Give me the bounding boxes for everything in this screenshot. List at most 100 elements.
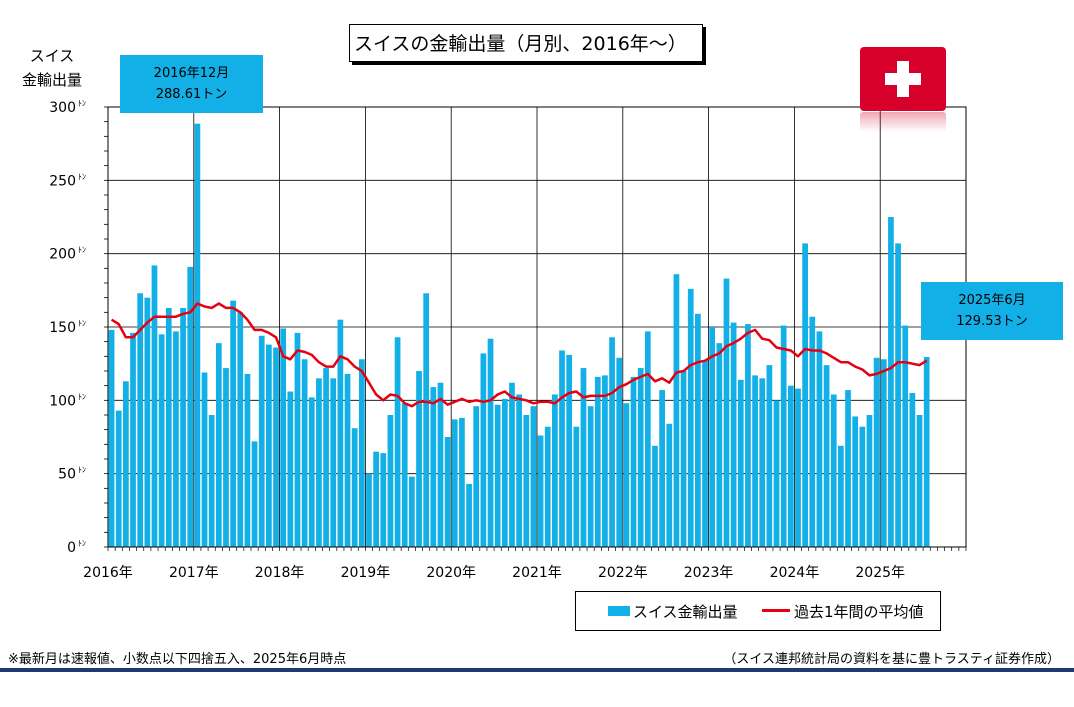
y-tick-unit: ﾄﾝ bbox=[78, 466, 86, 475]
bar bbox=[316, 378, 322, 547]
chart-title: スイスの金輸出量（月別、2016年～） bbox=[349, 24, 703, 62]
bar bbox=[444, 437, 451, 547]
bar bbox=[616, 357, 623, 547]
bar bbox=[308, 397, 315, 547]
bar bbox=[630, 376, 637, 547]
bar bbox=[323, 368, 329, 547]
bar bbox=[859, 426, 866, 547]
bar bbox=[809, 316, 816, 547]
bar bbox=[480, 353, 487, 547]
bar bbox=[244, 373, 251, 547]
bar bbox=[201, 372, 208, 547]
bar bbox=[344, 373, 351, 547]
bar bbox=[580, 368, 587, 547]
bar bbox=[523, 415, 530, 547]
bar bbox=[880, 359, 887, 547]
footnote: ※最新月は速報値、小数点以下四捨五入、2025年6月時点 bbox=[8, 652, 347, 667]
legend-bar-swatch bbox=[608, 606, 630, 616]
bar bbox=[680, 371, 687, 547]
y-tick-label: 100 bbox=[49, 393, 76, 409]
bar bbox=[366, 473, 372, 547]
bar bbox=[537, 435, 544, 547]
x-tick-label: 2019年 bbox=[341, 565, 391, 581]
latest-callout-date: 2025年6月 bbox=[958, 293, 1026, 308]
bar bbox=[473, 406, 480, 547]
swiss-flag-icon bbox=[860, 47, 946, 111]
bar bbox=[423, 293, 430, 547]
source-note: （スイス連邦統計局の資料を基に豊トラスティ証券作成） bbox=[723, 652, 1060, 667]
bar bbox=[737, 379, 744, 547]
bar bbox=[287, 391, 294, 547]
bar bbox=[351, 428, 358, 547]
bar bbox=[573, 426, 580, 547]
bar bbox=[380, 453, 387, 547]
y-tick-label: 300 bbox=[49, 100, 76, 116]
bar bbox=[716, 343, 723, 547]
bar bbox=[687, 288, 694, 547]
bar bbox=[723, 278, 730, 547]
bar bbox=[666, 423, 673, 547]
bar bbox=[780, 325, 787, 547]
legend-line-swatch bbox=[762, 609, 790, 612]
bar bbox=[909, 393, 916, 547]
bar bbox=[830, 394, 837, 547]
x-tick-label: 2025年 bbox=[855, 565, 905, 581]
x-tick-label: 2016年 bbox=[83, 565, 133, 581]
bar bbox=[602, 375, 608, 547]
bar bbox=[337, 319, 344, 547]
bar bbox=[187, 266, 194, 547]
bar bbox=[902, 325, 909, 547]
bar bbox=[130, 332, 136, 547]
y-tick-unit: ﾄﾝ bbox=[78, 319, 86, 328]
bar bbox=[416, 371, 422, 547]
bar bbox=[888, 217, 894, 547]
bar bbox=[702, 360, 708, 547]
bar bbox=[301, 359, 308, 547]
y-axis-label-line2: 金輸出量 bbox=[21, 71, 82, 89]
y-axis-label: スイス 金輸出量 bbox=[12, 44, 92, 92]
x-tick-label: 2018年 bbox=[255, 565, 305, 581]
bar bbox=[895, 243, 901, 547]
y-tick-unit: ﾄﾝ bbox=[78, 539, 86, 548]
bar bbox=[709, 327, 716, 547]
bar bbox=[173, 331, 179, 547]
bar bbox=[652, 445, 658, 547]
bar bbox=[401, 403, 408, 547]
bar bbox=[165, 307, 172, 547]
bar bbox=[552, 394, 558, 547]
bar bbox=[494, 404, 501, 547]
bar bbox=[273, 347, 279, 547]
bar bbox=[459, 417, 465, 547]
peak-callout-date: 2016年12月 bbox=[153, 66, 230, 81]
x-tick-label: 2021年 bbox=[512, 565, 562, 581]
bar bbox=[437, 382, 444, 547]
bar bbox=[280, 328, 287, 547]
bar bbox=[237, 312, 244, 547]
bar bbox=[823, 365, 830, 547]
bar bbox=[773, 400, 780, 547]
average-line bbox=[110, 302, 928, 408]
bar bbox=[487, 338, 494, 547]
bar bbox=[695, 313, 701, 547]
bar bbox=[208, 415, 215, 547]
bar bbox=[752, 375, 758, 547]
bar bbox=[394, 337, 401, 547]
bar bbox=[158, 334, 165, 547]
bar bbox=[194, 123, 201, 548]
bar bbox=[466, 483, 472, 547]
legend-bar-label: スイス金輸出量 bbox=[633, 603, 738, 621]
bar bbox=[509, 382, 515, 547]
bar bbox=[215, 343, 222, 547]
bar bbox=[566, 354, 573, 547]
y-tick-unit: ﾄﾝ bbox=[78, 172, 86, 181]
bar bbox=[637, 368, 644, 547]
y-tick-label: 150 bbox=[49, 320, 76, 336]
bar bbox=[530, 406, 537, 547]
bar bbox=[430, 387, 437, 547]
bar bbox=[137, 293, 144, 547]
bar bbox=[230, 300, 236, 547]
y-tick-label: 0 bbox=[67, 540, 76, 556]
bar bbox=[330, 378, 337, 547]
bar bbox=[852, 416, 859, 547]
